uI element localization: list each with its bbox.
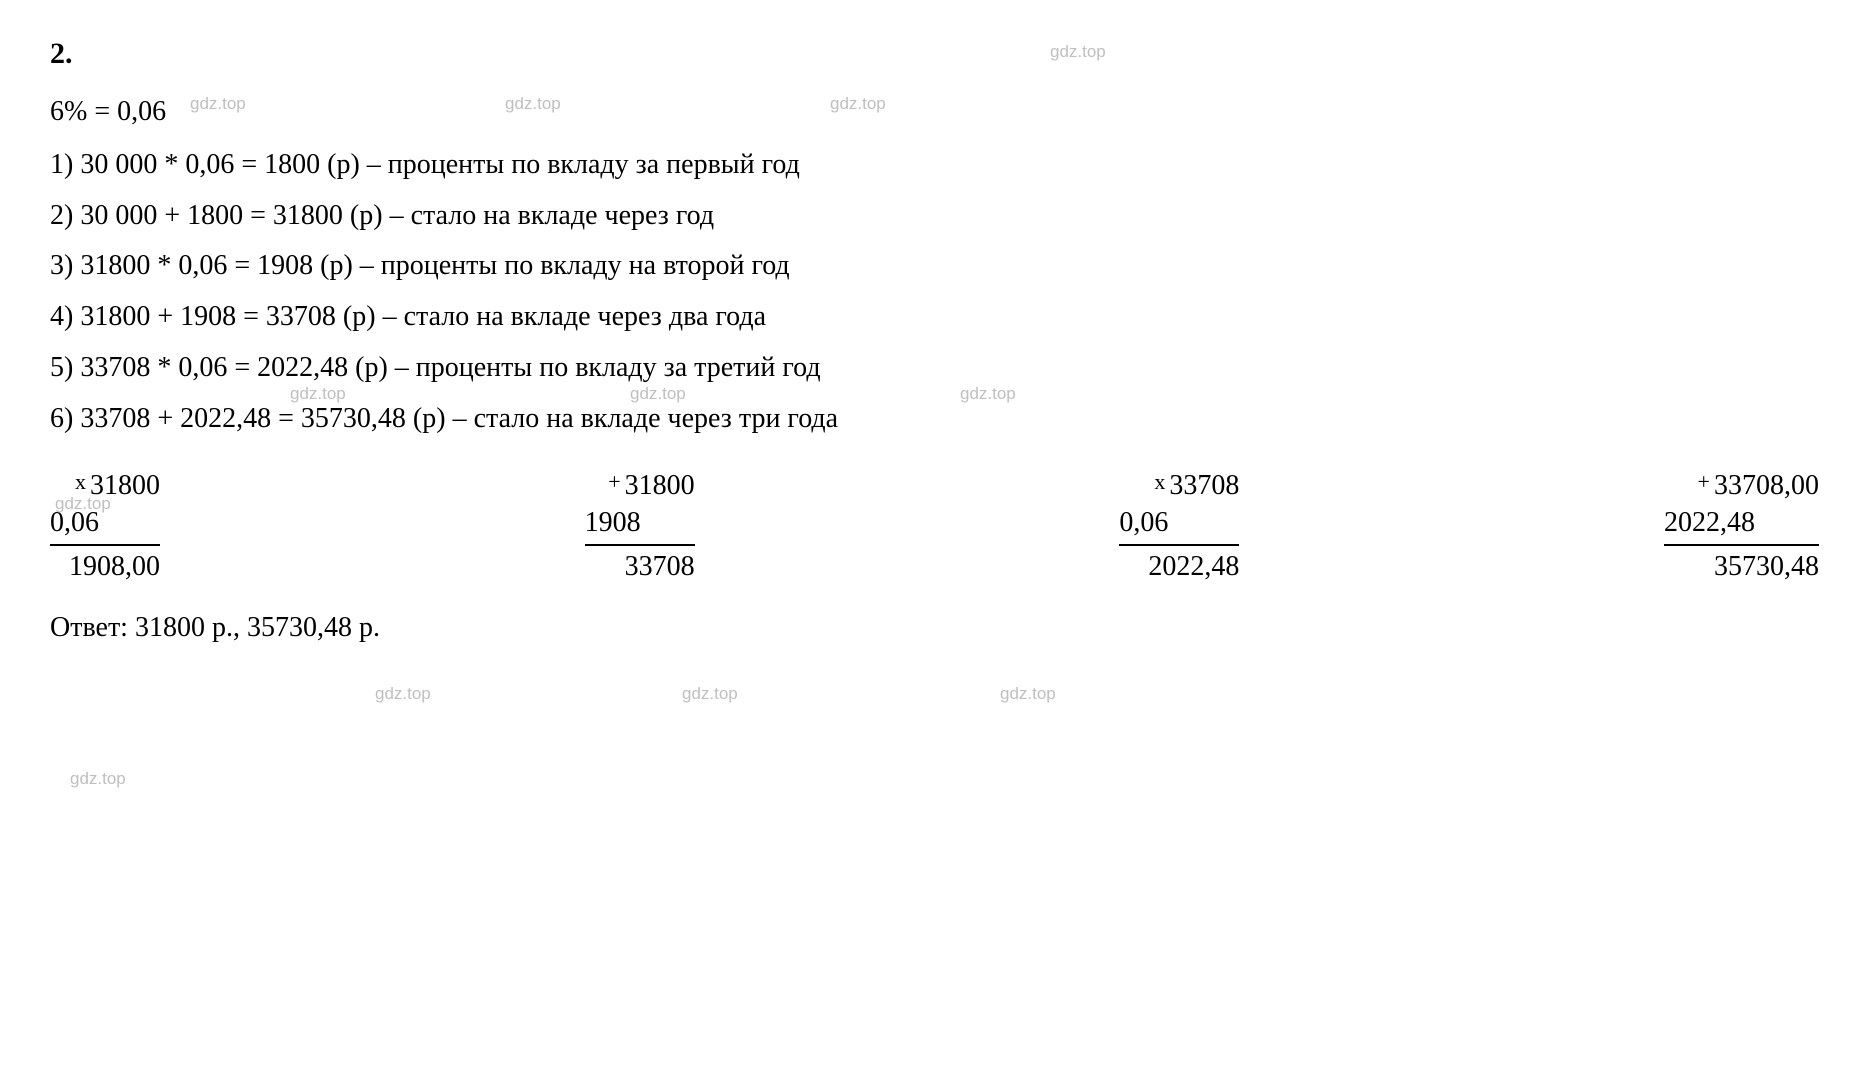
problem-number: 2. (50, 30, 1819, 78)
watermark: gdz.top (682, 680, 738, 707)
calc-result: 1908,00 (69, 548, 160, 586)
operator: + (1698, 469, 1710, 494)
calc-block-3: x33708 0,06 2022,48 (1119, 467, 1239, 586)
step-num: 1) (50, 149, 73, 180)
step-calc: 30 000 * 0,06 = 1800 (р) (80, 149, 359, 180)
step-num: 2) (50, 200, 73, 231)
calc-result: 2022,48 (1148, 548, 1239, 586)
operand-1: 31800 (90, 470, 160, 501)
step-num: 3) (50, 250, 73, 281)
watermark: gdz.top (70, 765, 126, 792)
step-2: 2) 30 000 + 1800 = 31800 (р) – стало на … (50, 194, 1819, 239)
calc-line-top: +33708,00 (1698, 467, 1819, 505)
watermark: gdz.top (375, 680, 431, 707)
step-num: 4) (50, 301, 73, 332)
calc-block-2: +31800 1908 33708 (585, 467, 695, 586)
operand-1: 33708,00 (1714, 470, 1819, 501)
step-3: 3) 31800 * 0,06 = 1908 (р) – проценты по… (50, 244, 1819, 289)
step-calc: 33708 * 0,06 = 2022,48 (р) (80, 352, 387, 383)
step-calc: 33708 + 2022,48 = 35730,48 (р) (80, 403, 445, 434)
step-num: 6) (50, 403, 73, 434)
step-desc: – стало на вкладе через год (390, 200, 715, 231)
calc-result: 35730,48 (1714, 548, 1819, 586)
step-desc: – стало на вкладе через три года (453, 403, 839, 434)
calc-block-4: +33708,00 2022,48 35730,48 (1664, 467, 1819, 586)
calc-line-bottom: 0,06 (50, 504, 160, 546)
operator: + (608, 469, 620, 494)
operand-1: 31800 (625, 470, 695, 501)
step-desc: – проценты по вкладу за третий год (395, 352, 821, 383)
calc-block-1: x31800 0,06 1908,00 (50, 467, 160, 586)
calc-line-top: x33708 (1154, 467, 1239, 505)
step-6: 6) 33708 + 2022,48 = 35730,48 (р) – стал… (50, 397, 1819, 442)
calc-line-top: +31800 (608, 467, 694, 505)
vertical-calculations: x31800 0,06 1908,00 +31800 1908 33708 x3… (50, 467, 1819, 586)
answer-value: 31800 р., 35730,48 р. (135, 612, 380, 643)
step-desc: – проценты по вкладу на второй год (360, 250, 790, 281)
step-calc: 30 000 + 1800 = 31800 (р) (80, 200, 382, 231)
step-calc: 31800 + 1908 = 33708 (р) (80, 301, 375, 332)
step-num: 5) (50, 352, 73, 383)
operator: x (75, 469, 86, 494)
percent-conversion: 6% = 0,06 (50, 90, 1819, 135)
step-desc: – стало на вкладе через два года (383, 301, 766, 332)
step-5: 5) 33708 * 0,06 = 2022,48 (р) – проценты… (50, 346, 1819, 391)
step-calc: 31800 * 0,06 = 1908 (р) (80, 250, 352, 281)
operand-1: 33708 (1169, 470, 1239, 501)
answer-label: Ответ: (50, 612, 128, 643)
answer: Ответ: 31800 р., 35730,48 р. (50, 606, 1819, 651)
calc-line-top: x31800 (75, 467, 160, 505)
step-desc: – проценты по вкладу за первый год (367, 149, 800, 180)
calc-line-bottom: 2022,48 (1664, 504, 1819, 546)
calc-line-bottom: 1908 (585, 504, 695, 546)
operator: x (1154, 469, 1165, 494)
watermark: gdz.top (1000, 680, 1056, 707)
calc-result: 33708 (625, 548, 695, 586)
step-4: 4) 31800 + 1908 = 33708 (р) – стало на в… (50, 295, 1819, 340)
calc-line-bottom: 0,06 (1119, 504, 1239, 546)
step-1: 1) 30 000 * 0,06 = 1800 (р) – проценты п… (50, 143, 1819, 188)
